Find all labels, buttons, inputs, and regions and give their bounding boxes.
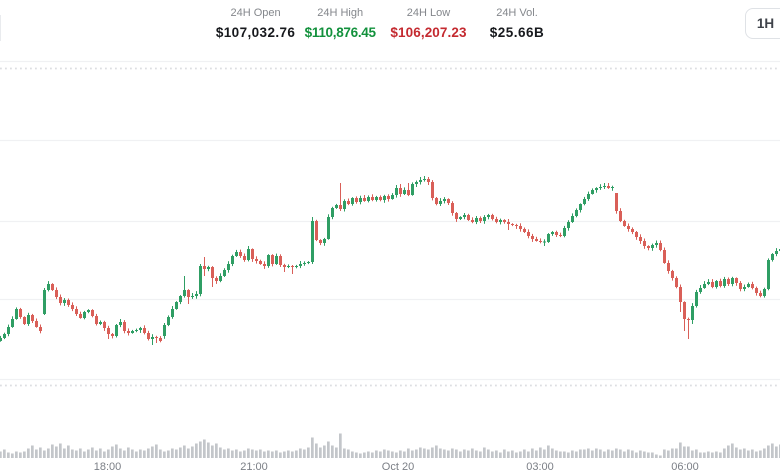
svg-text:18:00: 18:00 [94, 461, 122, 470]
svg-text:21:00: 21:00 [240, 461, 268, 470]
svg-text:Oct 20: Oct 20 [382, 461, 414, 470]
svg-text:03:00: 03:00 [526, 461, 554, 470]
svg-text:06:00: 06:00 [671, 461, 699, 470]
